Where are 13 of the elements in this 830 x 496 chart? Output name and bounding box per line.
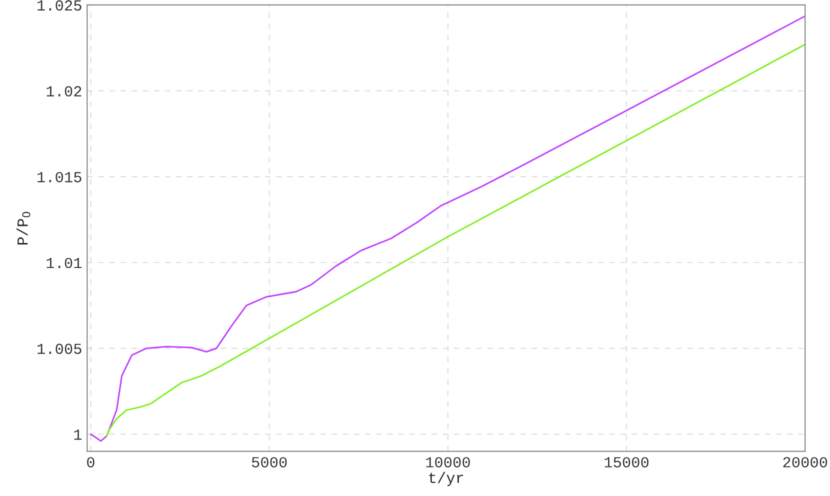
x-axis-title: t/yr — [429, 472, 464, 486]
x-tick-label: 15000 — [604, 457, 648, 468]
y-tick-label: 1 — [74, 430, 82, 440]
y-tick-label: 1.005 — [38, 344, 82, 354]
y-tick-label: 1.015 — [38, 172, 82, 182]
x-tick-label: 5000 — [252, 457, 287, 468]
x-tick-label: 10000 — [426, 457, 470, 468]
y-axis-title: P/P$_{0}$ — [16, 212, 30, 244]
x-tick-label: 0 — [87, 457, 94, 468]
y-tick-label: 1.01 — [46, 258, 82, 268]
x-tick-label: 20000 — [783, 457, 828, 468]
y-tick-label: 1.02 — [46, 86, 82, 96]
y-tick-label: 1.025 — [38, 0, 82, 11]
